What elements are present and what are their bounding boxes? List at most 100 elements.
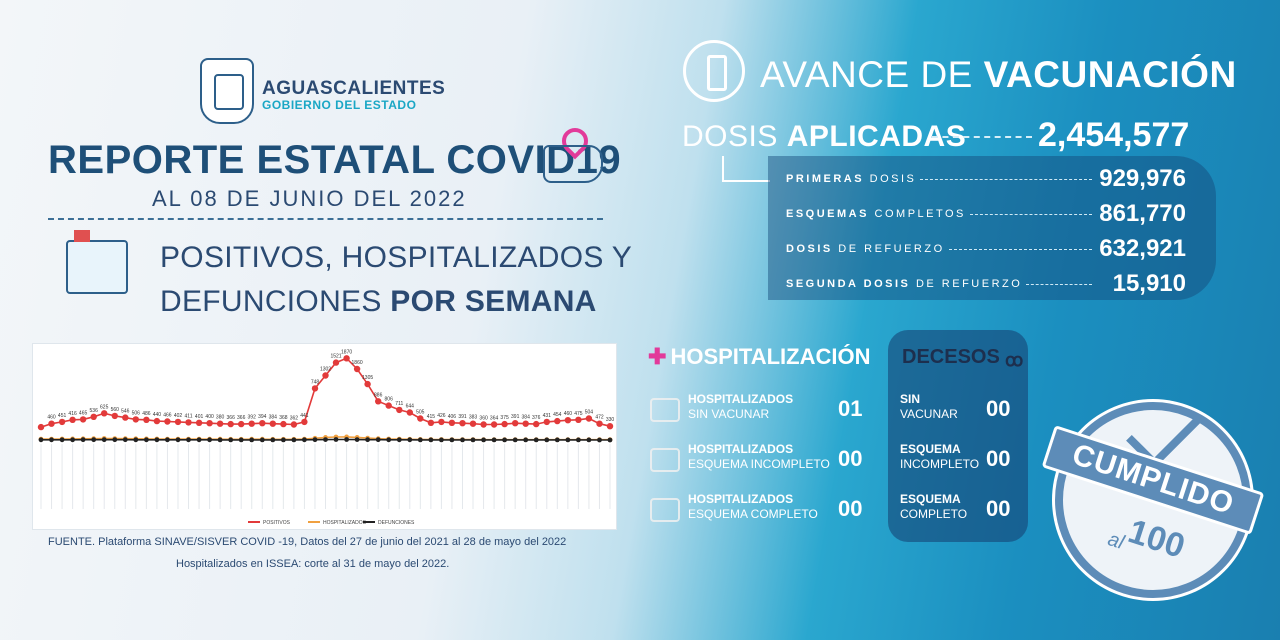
data-point (469, 420, 477, 427)
hospital-bed-icon (650, 498, 680, 522)
hospital-building-icon (66, 230, 128, 294)
deaths-row-label: ESQUEMA (900, 442, 961, 456)
data-label: 1860 (352, 360, 363, 366)
data-point (543, 418, 550, 426)
data-point (196, 437, 202, 443)
deaths-row-value: 00 (986, 396, 1011, 421)
data-point (385, 402, 392, 409)
data-label: 406 (448, 414, 457, 420)
data-point (59, 437, 65, 443)
data-point (438, 418, 445, 426)
data-label: 364 (490, 416, 499, 422)
data-label: 625 (100, 404, 109, 410)
data-point (249, 437, 255, 443)
data-point (69, 416, 76, 423)
dose-row-value: 861,770 (1099, 200, 1186, 227)
data-point (597, 437, 602, 443)
data-point (386, 437, 392, 443)
data-point (186, 437, 191, 443)
data-point (375, 398, 382, 405)
data-label: 416 (68, 411, 77, 417)
dose-breakdown-panel: PRIMERAS DOSIS 929,976 ESQUEMAS COMPLETO… (768, 156, 1216, 300)
data-point (428, 437, 434, 443)
data-point (460, 437, 465, 443)
hospital-row-sublabel: ESQUEMA INCOMPLETO (688, 457, 830, 471)
data-label: 391 (511, 414, 520, 420)
data-point (175, 437, 181, 443)
data-point (290, 421, 298, 428)
dose-row-value: 15,910 (1112, 270, 1186, 297)
data-label: 392 (248, 415, 257, 421)
data-label: 375 (500, 415, 509, 421)
vaccination-title-bold: VACUNACIÓN (983, 54, 1237, 95)
data-label: 465 (79, 410, 88, 416)
deaths-row-sublabel: INCOMPLETO (900, 457, 980, 471)
data-label: 402 (174, 413, 183, 419)
data-label: 1521 (330, 354, 341, 360)
data-point (607, 437, 613, 443)
data-point (417, 437, 423, 443)
data-point (207, 437, 213, 443)
data-label: 475 (574, 411, 583, 417)
data-label: 415 (427, 414, 436, 420)
hospital-row: HOSPITALIZADOS ESQUEMA INCOMPLETO 00 (650, 442, 870, 482)
dose-row-label-bold: ESQUEMAS (786, 208, 869, 220)
data-point (165, 437, 170, 443)
data-point (122, 437, 128, 443)
data-label: 505 (416, 410, 425, 416)
data-point (185, 419, 192, 426)
dose-row-label: PRIMERAS DOSIS (786, 173, 916, 185)
hospital-row-value: 00 (838, 446, 863, 471)
data-point (586, 437, 592, 443)
data-point (491, 437, 497, 443)
mourning-ribbon-icon: ꝏ (1005, 350, 1024, 370)
data-point (417, 415, 424, 422)
deaths-row-sublabel: COMPLETO (900, 507, 968, 521)
hospital-row: HOSPITALIZADOS ESQUEMA COMPLETO 00 (650, 492, 870, 532)
deaths-row-value: 00 (986, 446, 1011, 471)
data-point (227, 420, 234, 428)
data-point (153, 417, 161, 425)
data-point (449, 437, 455, 443)
dose-row-value: 929,976 (1099, 165, 1186, 192)
data-point (343, 355, 350, 362)
data-point (407, 437, 413, 443)
dose-row: PRIMERAS DOSIS 929,976 (786, 165, 1186, 192)
data-point (501, 420, 508, 428)
deaths-row: SIN VACUNAR 00 (900, 392, 1020, 432)
data-label: 454 (553, 412, 562, 418)
deaths-row-sublabel: VACUNAR (900, 407, 958, 421)
deaths-row-label: SIN (900, 392, 921, 406)
data-point (133, 437, 139, 443)
hospital-row-label: HOSPITALIZADOS (688, 492, 794, 506)
data-point (238, 437, 244, 443)
data-point (206, 420, 213, 427)
deaths-panel (888, 330, 1028, 542)
data-label: 376 (532, 415, 541, 421)
data-point (79, 416, 87, 423)
data-point (332, 359, 340, 366)
hospital-row-label: HOSPITALIZADOS (688, 442, 794, 456)
mexico-map-icon (543, 145, 603, 183)
deaths-row-label: ESQUEMA (900, 492, 961, 506)
data-point (280, 420, 287, 428)
data-point (554, 417, 561, 425)
logo-subtitle: GOBIERNO DEL ESTADO (262, 98, 417, 112)
data-point (554, 437, 560, 443)
data-point (427, 419, 435, 426)
data-point (195, 419, 203, 426)
data-point (564, 417, 572, 424)
dose-row-label-plain: DE REFUERZO (832, 243, 945, 255)
data-point (533, 420, 540, 428)
data-label: 460 (47, 415, 56, 421)
data-point (596, 420, 603, 427)
data-label: 366 (237, 415, 246, 421)
data-point (544, 437, 550, 443)
data-label: 460 (564, 411, 573, 417)
dose-row-label-bold: SEGUNDA DOSIS (786, 278, 911, 290)
data-label: 560 (111, 407, 120, 413)
data-point (174, 418, 182, 426)
data-label: 440 (153, 412, 162, 418)
data-label: 384 (269, 415, 278, 421)
hospital-row-value: 00 (838, 496, 863, 521)
